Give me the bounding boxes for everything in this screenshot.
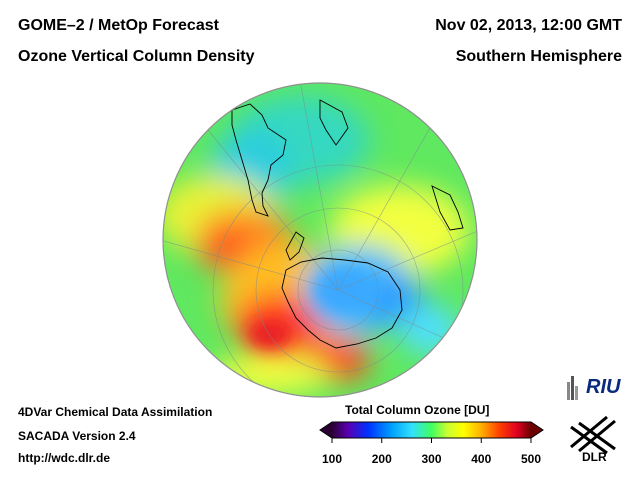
colorbar-min-arrow bbox=[320, 422, 332, 438]
colorbar bbox=[319, 421, 544, 443]
version-label: SACADA Version 2.4 bbox=[18, 429, 136, 443]
dlr-logo bbox=[570, 415, 616, 455]
colorbar-tick-label: 200 bbox=[371, 452, 392, 466]
datetime-label: Nov 02, 2013, 12:00 GMT bbox=[435, 17, 622, 34]
region-label: Southern Hemisphere bbox=[455, 48, 622, 65]
riu-logo-text: RIU bbox=[586, 376, 621, 398]
ozone-field bbox=[163, 83, 477, 397]
method-label: 4DVar Chemical Data Assimilation bbox=[18, 405, 213, 419]
url-link[interactable]: http://wdc.dlr.de bbox=[18, 451, 110, 465]
riu-logo bbox=[567, 376, 578, 400]
quantity-title: Ozone Vertical Column Density bbox=[18, 48, 255, 65]
colorbar-title: Total Column Ozone [DU] bbox=[345, 403, 490, 417]
dlr-logo-text: DLR bbox=[582, 450, 607, 464]
colorbar-tick-label: 300 bbox=[421, 452, 442, 466]
colorbar-ticks bbox=[331, 438, 532, 443]
colorbar-tick-label: 400 bbox=[471, 452, 492, 466]
graticule bbox=[163, 83, 477, 397]
colorbar-max-arrow bbox=[531, 422, 543, 438]
colorbar-gradient bbox=[332, 422, 531, 438]
product-title: GOME–2 / MetOp Forecast bbox=[18, 17, 219, 34]
coastlines bbox=[231, 99, 464, 349]
colorbar-tick-label: 100 bbox=[321, 452, 343, 466]
colorbar-tick-label: 500 bbox=[520, 452, 542, 466]
globe-outline bbox=[162, 82, 478, 398]
